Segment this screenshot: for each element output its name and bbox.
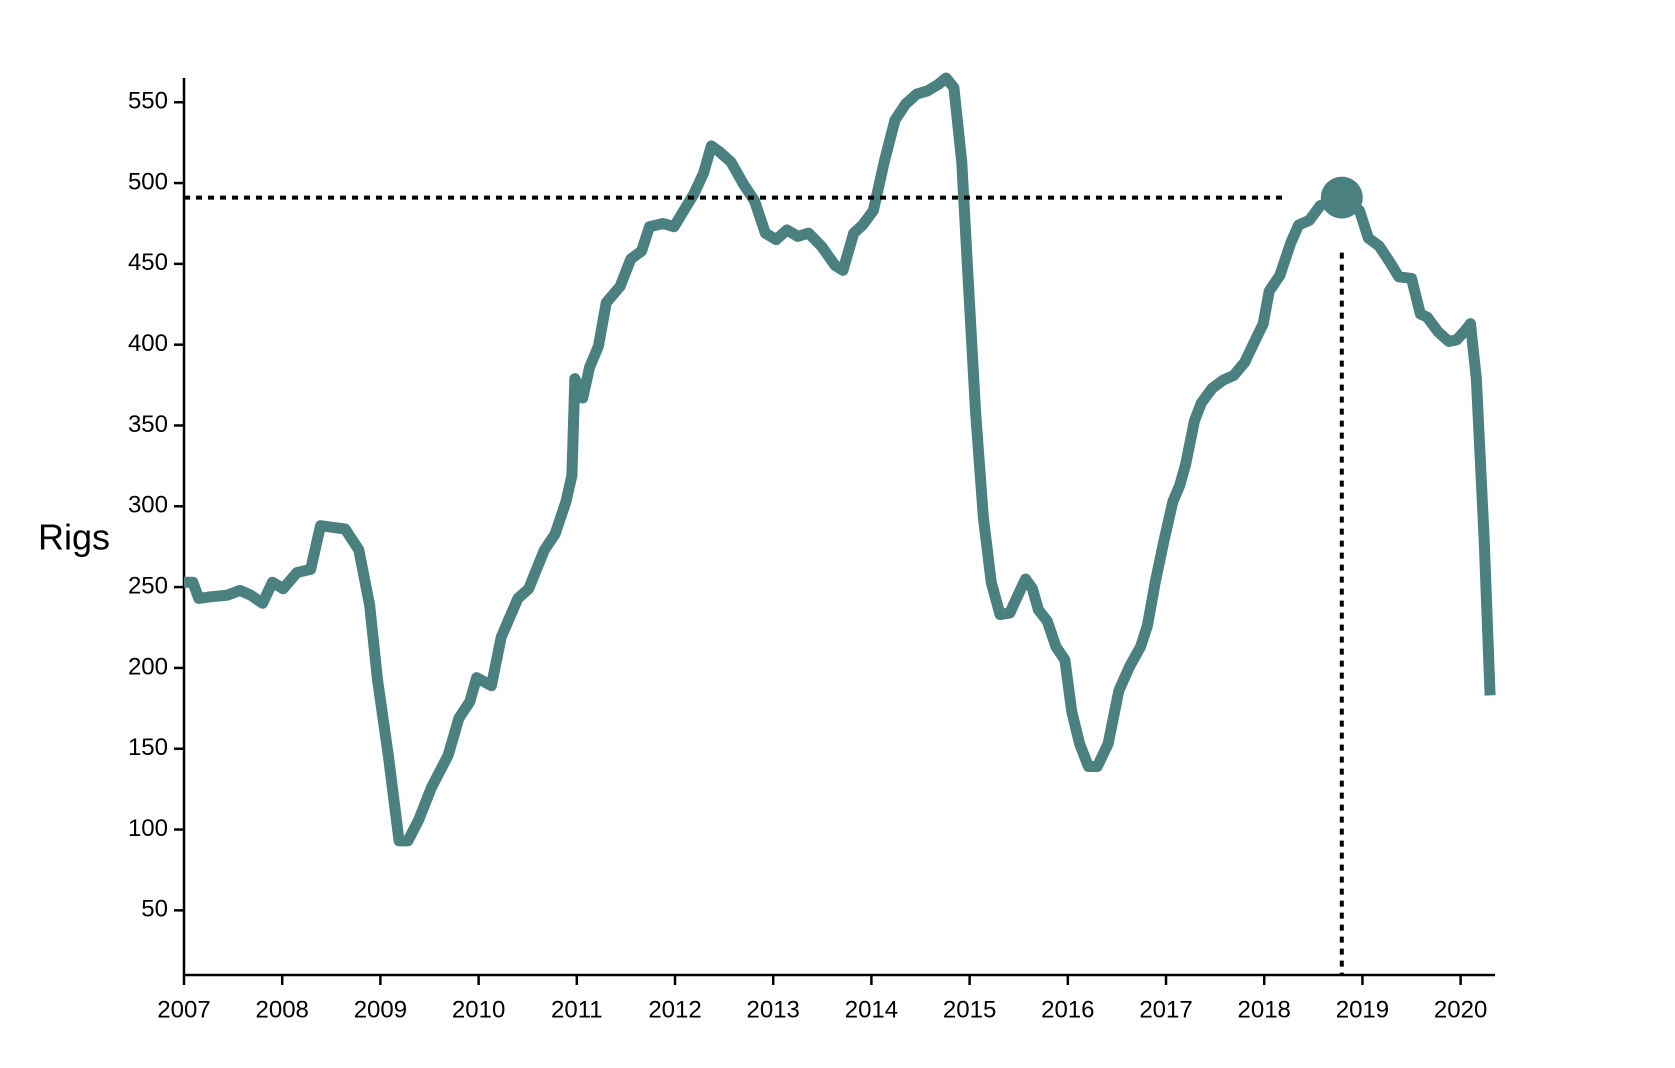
x-tick-label: 2012 xyxy=(648,996,701,1023)
y-tick-label: 500 xyxy=(128,168,168,195)
x-tick-label: 2013 xyxy=(747,996,800,1023)
highlight-point xyxy=(1320,176,1363,219)
x-tick-label: 2015 xyxy=(943,996,996,1023)
y-tick-label: 250 xyxy=(128,572,168,599)
y-tick-label: 550 xyxy=(128,88,168,115)
x-tick-label: 2020 xyxy=(1434,996,1487,1023)
y-tick-label: 100 xyxy=(128,815,168,842)
data-line xyxy=(184,72,1496,847)
y-tick-label: 150 xyxy=(128,734,168,761)
x-tick-label: 2018 xyxy=(1238,996,1291,1023)
y-tick-label: 350 xyxy=(128,411,168,438)
x-tick-label: 2010 xyxy=(452,996,505,1023)
y-tick-label: 200 xyxy=(128,653,168,680)
y-tick-label: 450 xyxy=(128,249,168,276)
x-tick-label: 2008 xyxy=(256,996,309,1023)
y-tick-label: 50 xyxy=(141,896,168,923)
x-tick-label: 2017 xyxy=(1139,996,1192,1023)
y-axis-label: Rigs xyxy=(38,517,110,558)
x-tick-label: 2016 xyxy=(1041,996,1094,1023)
y-tick-label: 300 xyxy=(128,492,168,519)
y-tick-label: 400 xyxy=(128,330,168,357)
x-tick-label: 2019 xyxy=(1336,996,1389,1023)
x-tick-label: 2009 xyxy=(354,996,407,1023)
x-tick-label: 2011 xyxy=(551,996,603,1023)
x-tick-label: 2007 xyxy=(157,996,210,1023)
x-tick-label: 2014 xyxy=(845,996,898,1023)
